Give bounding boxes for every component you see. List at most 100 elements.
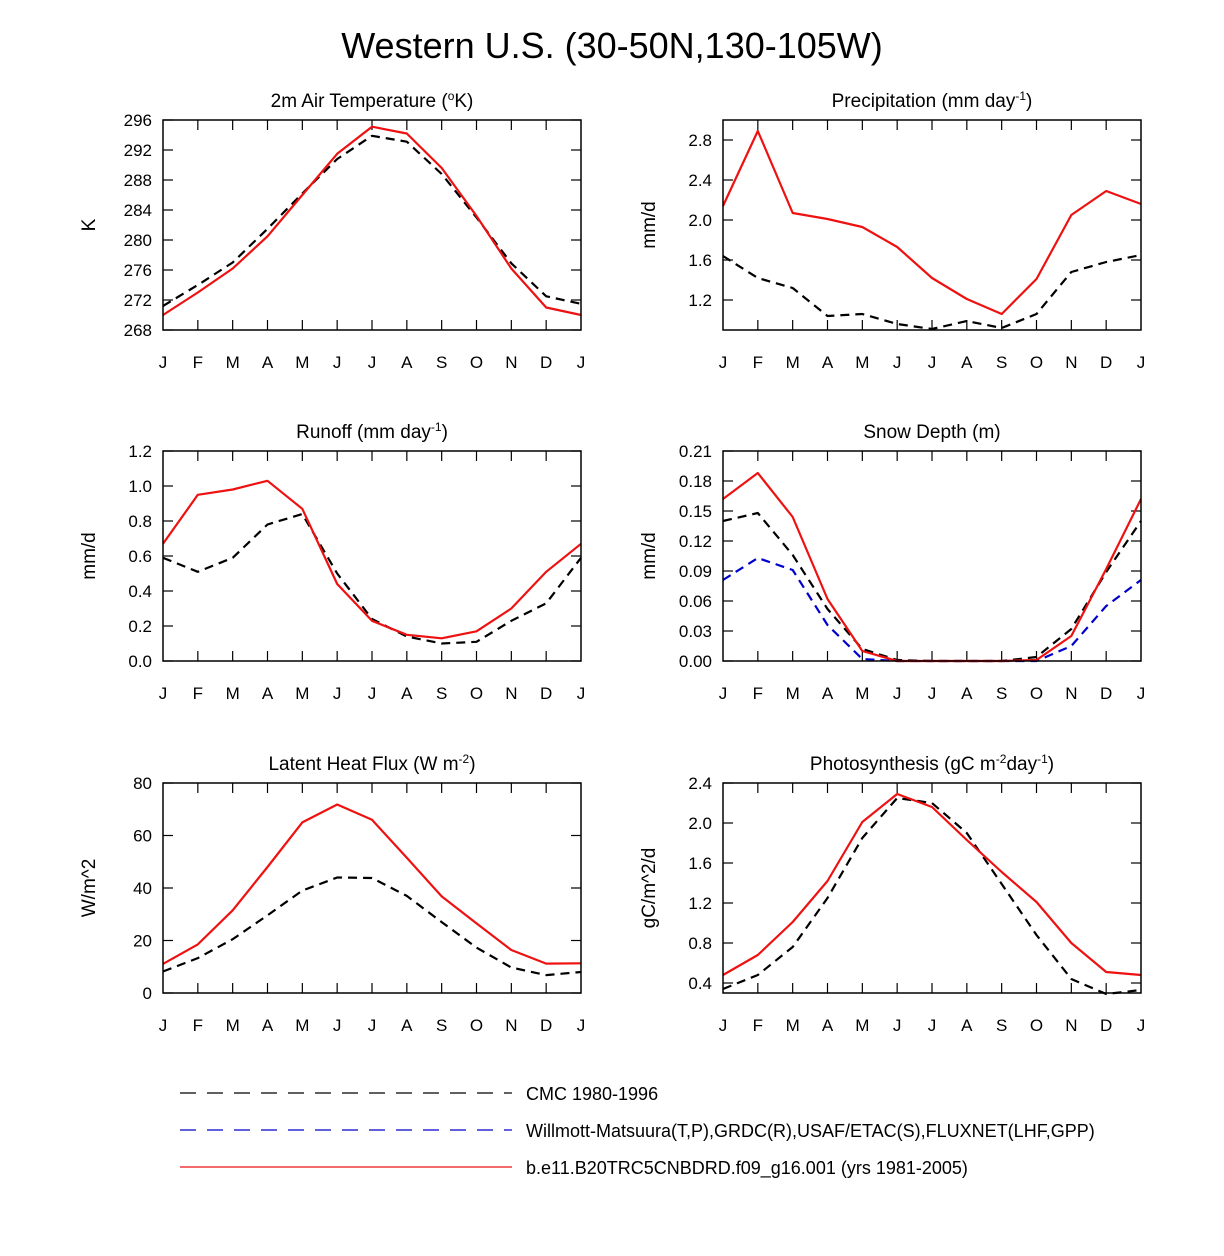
series-line-cmc [722,796,1142,996]
series-line-model [722,471,1142,663]
x-tick-label: F [753,684,763,703]
x-tick-label: M [295,1016,309,1035]
plot-frame [162,450,582,662]
y-tick-label: 0.18 [679,472,712,491]
series-line-cmc [162,876,582,977]
x-tick-label: M [786,353,800,372]
x-tick-label: A [961,684,973,703]
legend: CMC 1980-1996 Willmott-Matsuura(T,P),GRD… [180,1084,1095,1179]
y-tick-label: 0.8 [128,512,152,531]
series-line-cmc [722,253,1142,331]
y-axis-label: mm/d [639,532,660,580]
y-tick-label: 0.15 [679,502,712,521]
y-tick-label: 1.2 [688,894,712,913]
x-tick-label: F [753,353,763,372]
series-line-cmc [162,512,582,645]
y-axis-label: K [79,218,100,231]
y-tick-label: 2.0 [688,211,712,230]
y-tick-label: 0.0 [128,652,152,671]
x-tick-label: J [928,684,937,703]
x-tick-label: A [401,353,413,372]
legend-label-model: b.e11.B20TRC5CNBDRD.f09_g16.001 (yrs 198… [526,1158,968,1179]
x-tick-label: A [822,353,834,372]
x-tick-label: M [295,353,309,372]
y-tick-label: 1.2 [128,442,152,461]
x-tick-label: M [226,1016,240,1035]
x-tick-label: O [1030,1016,1043,1035]
x-tick-label: S [436,353,447,372]
legend-label-obs: Willmott-Matsuura(T,P),GRDC(R),USAF/ETAC… [526,1121,1095,1141]
panel-title: Snow Depth (m) [863,422,1000,443]
panel-title: Latent Heat Flux (W m-2) [268,752,475,775]
y-tick-label: 0.8 [688,934,712,953]
plot-frame [722,450,1142,662]
y-tick-label: 0.06 [679,592,712,611]
x-tick-label: S [996,684,1007,703]
y-tick-label: 0.6 [128,547,152,566]
y-axis-label: W/m^2 [79,859,100,918]
series-line-model [162,479,582,640]
x-tick-label: F [753,1016,763,1035]
x-tick-label: F [193,684,203,703]
x-tick-label: F [193,353,203,372]
series-line-model [162,803,582,965]
x-tick-label: A [401,684,413,703]
panel-latent-heat-flux: Latent Heat Flux (W m-2) W/m^2 0 20 40 60 80 J F… [79,752,585,1035]
x-tick-label: J [333,1016,342,1035]
x-tick-label: A [961,353,973,372]
y-tick-label: 0.12 [679,532,712,551]
x-tick-label: S [436,1016,447,1035]
y-tick-label: 272 [124,291,152,310]
x-tick-label: M [855,1016,869,1035]
x-tick-label: A [822,1016,834,1035]
x-tick-label: S [996,353,1007,372]
x-tick-label: A [262,353,274,372]
x-tick-label: J [368,684,377,703]
y-tick-label: 60 [133,827,152,846]
x-tick-label: J [928,353,937,372]
y-tick-label: 0.2 [128,617,152,636]
panel-title: Precipitation (mm day-1) [832,89,1033,112]
x-tick-label: N [1065,684,1077,703]
y-tick-label: 0.4 [688,974,712,993]
x-tick-label: S [996,1016,1007,1035]
x-tick-label: A [262,684,274,703]
x-tick-label: A [401,1016,413,1035]
y-tick-label: 296 [124,111,152,130]
figure-title: Western U.S. (30-50N,130-105W) [341,25,883,66]
x-tick-label: N [1065,353,1077,372]
series-line-model [722,792,1142,977]
x-tick-label: J [719,684,728,703]
y-tick-label: 288 [124,171,152,190]
y-tick-label: 2.4 [688,774,712,793]
x-tick-label: D [540,684,552,703]
x-tick-label: O [470,684,483,703]
y-tick-label: 0.00 [679,652,712,671]
x-tick-label: D [540,1016,552,1035]
panel-runoff: Runoff (mm day-1) mm/d 0.0 0.2 0.4 0.6 0.8 1.0 1… [79,420,585,703]
x-tick-label: J [1137,1016,1146,1035]
x-tick-label: N [505,1016,517,1035]
y-tick-label: 1.0 [128,477,152,496]
x-tick-label: A [262,1016,274,1035]
x-tick-label: O [1030,684,1043,703]
x-tick-label: J [893,1016,902,1035]
y-tick-label: 0.21 [679,442,712,461]
y-tick-label: 280 [124,231,152,250]
x-tick-label: D [1100,1016,1112,1035]
x-tick-label: J [1137,353,1146,372]
y-tick-label: 2.8 [688,131,712,150]
x-tick-label: J [893,353,902,372]
x-tick-label: M [786,1016,800,1035]
y-axis-label: mm/d [639,201,660,249]
x-tick-label: D [1100,684,1112,703]
x-tick-label: J [159,684,168,703]
x-tick-label: J [368,353,377,372]
y-tick-label: 2.4 [688,171,712,190]
y-axis-label: gC/m^2/d [639,848,660,929]
x-tick-label: A [961,1016,973,1035]
panel-title: Runoff (mm day-1) [296,420,448,443]
series-line-obs [722,556,1142,663]
plot-frame [162,119,582,331]
